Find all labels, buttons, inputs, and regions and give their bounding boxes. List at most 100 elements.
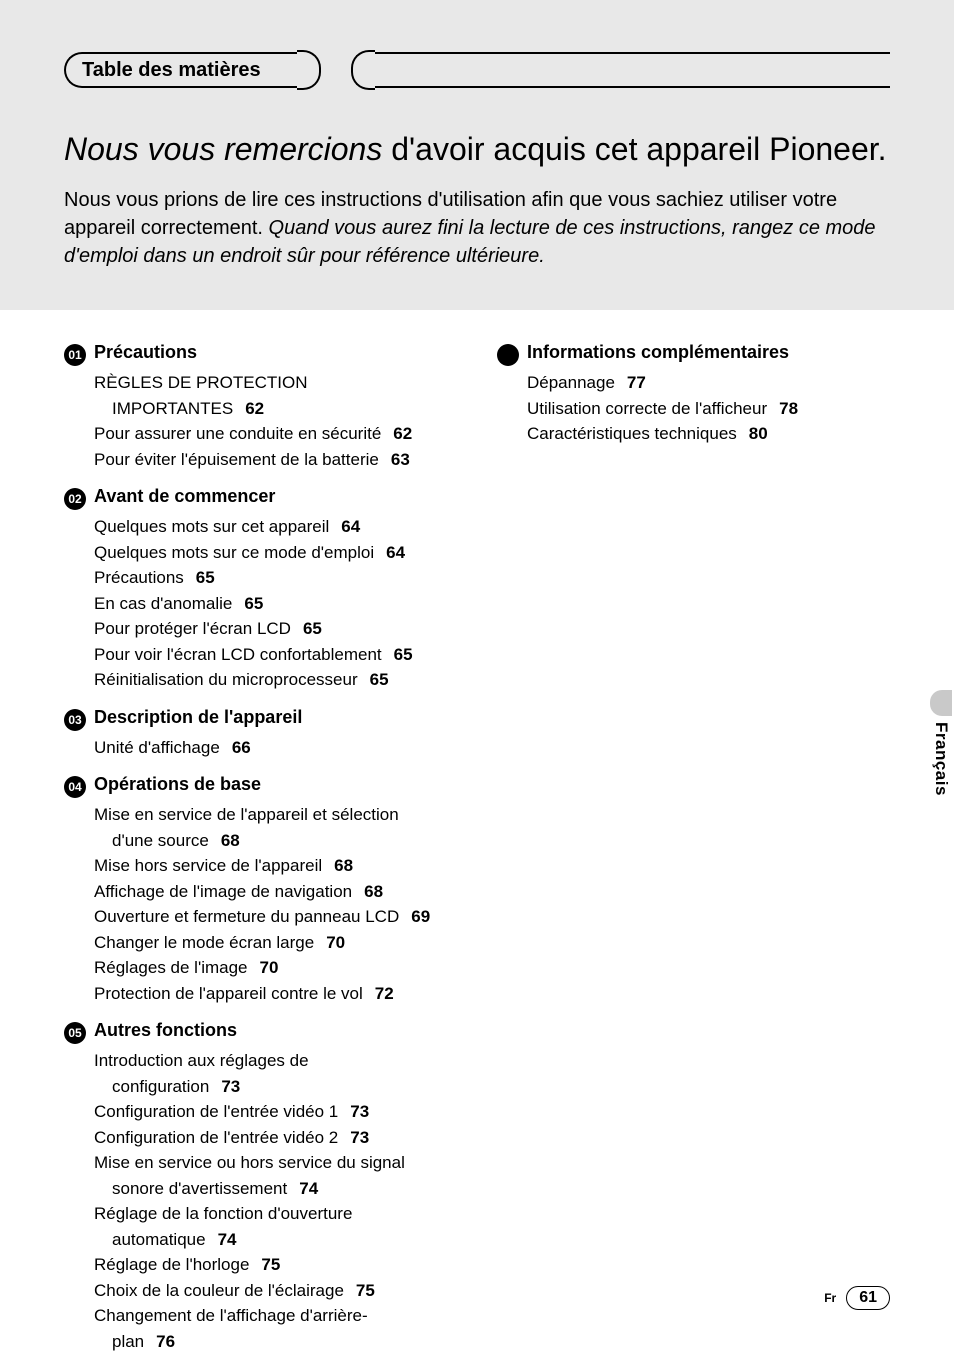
toc-entry[interactable]: Quelques mots sur cet appareil64	[94, 514, 457, 540]
toc-entry[interactable]: Dépannage77	[527, 370, 890, 396]
entry-page-number: 63	[391, 450, 410, 469]
entry-text: Mise hors service de l'appareil	[94, 856, 322, 875]
entry-text: Unité d'affichage	[94, 738, 220, 757]
entry-text: Précautions	[94, 568, 184, 587]
toc-entry[interactable]: En cas d'anomalie65	[94, 591, 457, 617]
section-entries: RÈGLES DE PROTECTION IMPORTANTES62Pour as…	[64, 370, 457, 472]
section-entries: Quelques mots sur cet appareil64Quelques…	[64, 514, 457, 693]
entry-continuation: configuration73	[94, 1074, 457, 1100]
toc-entry[interactable]: Utilisation correcte de l'afficheur78	[527, 396, 890, 422]
entry-page-number: 72	[375, 984, 394, 1003]
entry-page-number: 73	[350, 1102, 369, 1121]
toc-entry[interactable]: RÈGLES DE PROTECTION IMPORTANTES62	[94, 370, 457, 421]
toc-entry[interactable]: Mise hors service de l'appareil 68	[94, 853, 457, 879]
toc-entry[interactable]: Pour voir l'écran LCD confortablement65	[94, 642, 457, 668]
entry-page-number: 80	[749, 424, 768, 443]
section-header: 04Opérations de base	[64, 774, 457, 798]
entry-page-number: 66	[232, 738, 251, 757]
toc-entry[interactable]: Pour assurer une conduite en sécurité62	[94, 421, 457, 447]
side-tab-decoration	[930, 690, 952, 716]
toc-entry[interactable]: Réglage de la fonction d'ouverture automa…	[94, 1201, 457, 1252]
toc-entry[interactable]: Pour éviter l'épuisement de la batterie6…	[94, 447, 457, 473]
entry-page-number: 74	[218, 1230, 237, 1249]
toc-section: Informations complémentairesDépannage77U…	[497, 342, 890, 447]
section-title: Opérations de base	[94, 774, 261, 795]
tab-notch-left	[351, 50, 375, 90]
toc-entry[interactable]: Réglage de l'horloge75	[94, 1252, 457, 1278]
toc-entry[interactable]: Choix de la couleur de l'éclairage75	[94, 1278, 457, 1304]
entry-page-number: 74	[299, 1179, 318, 1198]
entry-continuation: plan76	[94, 1329, 457, 1355]
toc-entry[interactable]: Unité d'affichage 66	[94, 735, 457, 761]
entry-page-number: 64	[341, 517, 360, 536]
section-bullet: 05	[64, 1022, 86, 1044]
toc-entry[interactable]: Mise en service de l'appareil et sélecti…	[94, 802, 457, 853]
entry-continuation: IMPORTANTES62	[94, 396, 457, 422]
entry-page-number: 70	[260, 958, 279, 977]
section-header: 03Description de l'appareil	[64, 707, 457, 731]
entry-text: Configuration de l'entrée vidéo 1	[94, 1102, 338, 1121]
section-entries: Introduction aux réglages deconfiguratio…	[64, 1048, 457, 1354]
section-entries: Unité d'affichage 66	[64, 735, 457, 761]
toc-entry[interactable]: Précautions65	[94, 565, 457, 591]
entry-page-number: 65	[303, 619, 322, 638]
section-bullet: 03	[64, 709, 86, 731]
toc-body: 01 Précautions RÈGLES DE PROTECTION IMPORTA…	[0, 310, 954, 1368]
toc-entry[interactable]: Protection de l'appareil contre le vol72	[94, 981, 457, 1007]
entry-page-number: 73	[350, 1128, 369, 1147]
toc-entry[interactable]: Quelques mots sur ce mode d'emploi 64	[94, 540, 457, 566]
entry-page-number: 69	[411, 907, 430, 926]
entry-page-number: 77	[627, 373, 646, 392]
entry-continuation: sonore d'avertissement74	[94, 1176, 457, 1202]
entry-text: Ouverture et fermeture du panneau LCD	[94, 907, 399, 926]
section-title: Informations complémentaires	[527, 342, 789, 363]
entry-text: Utilisation correcte de l'afficheur	[527, 399, 767, 418]
section-header: 05 Autres fonctions	[64, 1020, 457, 1044]
toc-entry[interactable]: Réinitialisation du microprocesseur65	[94, 667, 457, 693]
section-bullet: 01	[64, 344, 86, 366]
entry-text: Changer le mode écran large	[94, 933, 314, 952]
entry-page-number: 73	[221, 1077, 240, 1096]
entry-text: Changement de l'affichage d'arrière-	[94, 1306, 368, 1325]
toc-entry[interactable]: Pour protéger l'écran LCD65	[94, 616, 457, 642]
entry-text: Configuration de l'entrée vidéo 2	[94, 1128, 338, 1147]
entry-text: Caractéristiques techniques	[527, 424, 737, 443]
toc-entry[interactable]: Ouverture et fermeture du panneau LCD 69	[94, 904, 457, 930]
intro-paragraph: Nous vous prions de lire ces instruction…	[64, 186, 890, 270]
toc-entry[interactable]: Affichage de l'image de navigation68	[94, 879, 457, 905]
page-number: 61	[846, 1286, 890, 1310]
toc-entry[interactable]: Configuration de l'entrée vidéo 1 73	[94, 1099, 457, 1125]
footer-lang-code: Fr	[824, 1291, 836, 1305]
entry-page-number: 68	[334, 856, 353, 875]
entry-page-number: 68	[364, 882, 383, 901]
toc-entry[interactable]: Changement de l'affichage d'arrière-plan…	[94, 1303, 457, 1354]
toc-entry[interactable]: Réglages de l'image 70	[94, 955, 457, 981]
entry-page-number: 62	[245, 399, 264, 418]
toc-entry[interactable]: Configuration de l'entrée vidéo 2 73	[94, 1125, 457, 1151]
entry-continuation: automatique74	[94, 1227, 457, 1253]
entry-text: Réglage de l'horloge	[94, 1255, 249, 1274]
toc-section: 02Avant de commencerQuelques mots sur ce…	[64, 486, 457, 693]
entry-page-number: 68	[221, 831, 240, 850]
entry-page-number: 70	[326, 933, 345, 952]
entry-text: Quelques mots sur ce mode d'emploi	[94, 543, 374, 562]
title-italic: Nous vous remercions	[64, 131, 382, 167]
toc-entry[interactable]: Mise en service ou hors service du signa…	[94, 1150, 457, 1201]
section-tab: Table des matières	[64, 52, 297, 88]
entry-text: RÈGLES DE PROTECTION	[94, 373, 307, 392]
section-bullet	[497, 344, 519, 366]
page-title: Nous vous remercions d'avoir acquis cet …	[64, 130, 890, 168]
toc-entry[interactable]: Introduction aux réglages deconfiguratio…	[94, 1048, 457, 1099]
entry-text: Réglages de l'image	[94, 958, 248, 977]
toc-section: 04Opérations de base Mise en service de l…	[64, 774, 457, 1006]
section-title: Autres fonctions	[94, 1020, 237, 1041]
entry-text: Réinitialisation du microprocesseur	[94, 670, 358, 689]
entry-text: Mise en service ou hors service du signa…	[94, 1153, 405, 1172]
entry-page-number: 64	[386, 543, 405, 562]
toc-entry[interactable]: Changer le mode écran large 70	[94, 930, 457, 956]
section-title: Précautions	[94, 342, 197, 363]
toc-column-right: Informations complémentairesDépannage77U…	[477, 342, 890, 1368]
toc-entry[interactable]: Caractéristiques techniques 80	[527, 421, 890, 447]
section-tab-label: Table des matières	[82, 59, 261, 82]
entry-text: Réglage de la fonction d'ouverture	[94, 1204, 352, 1223]
